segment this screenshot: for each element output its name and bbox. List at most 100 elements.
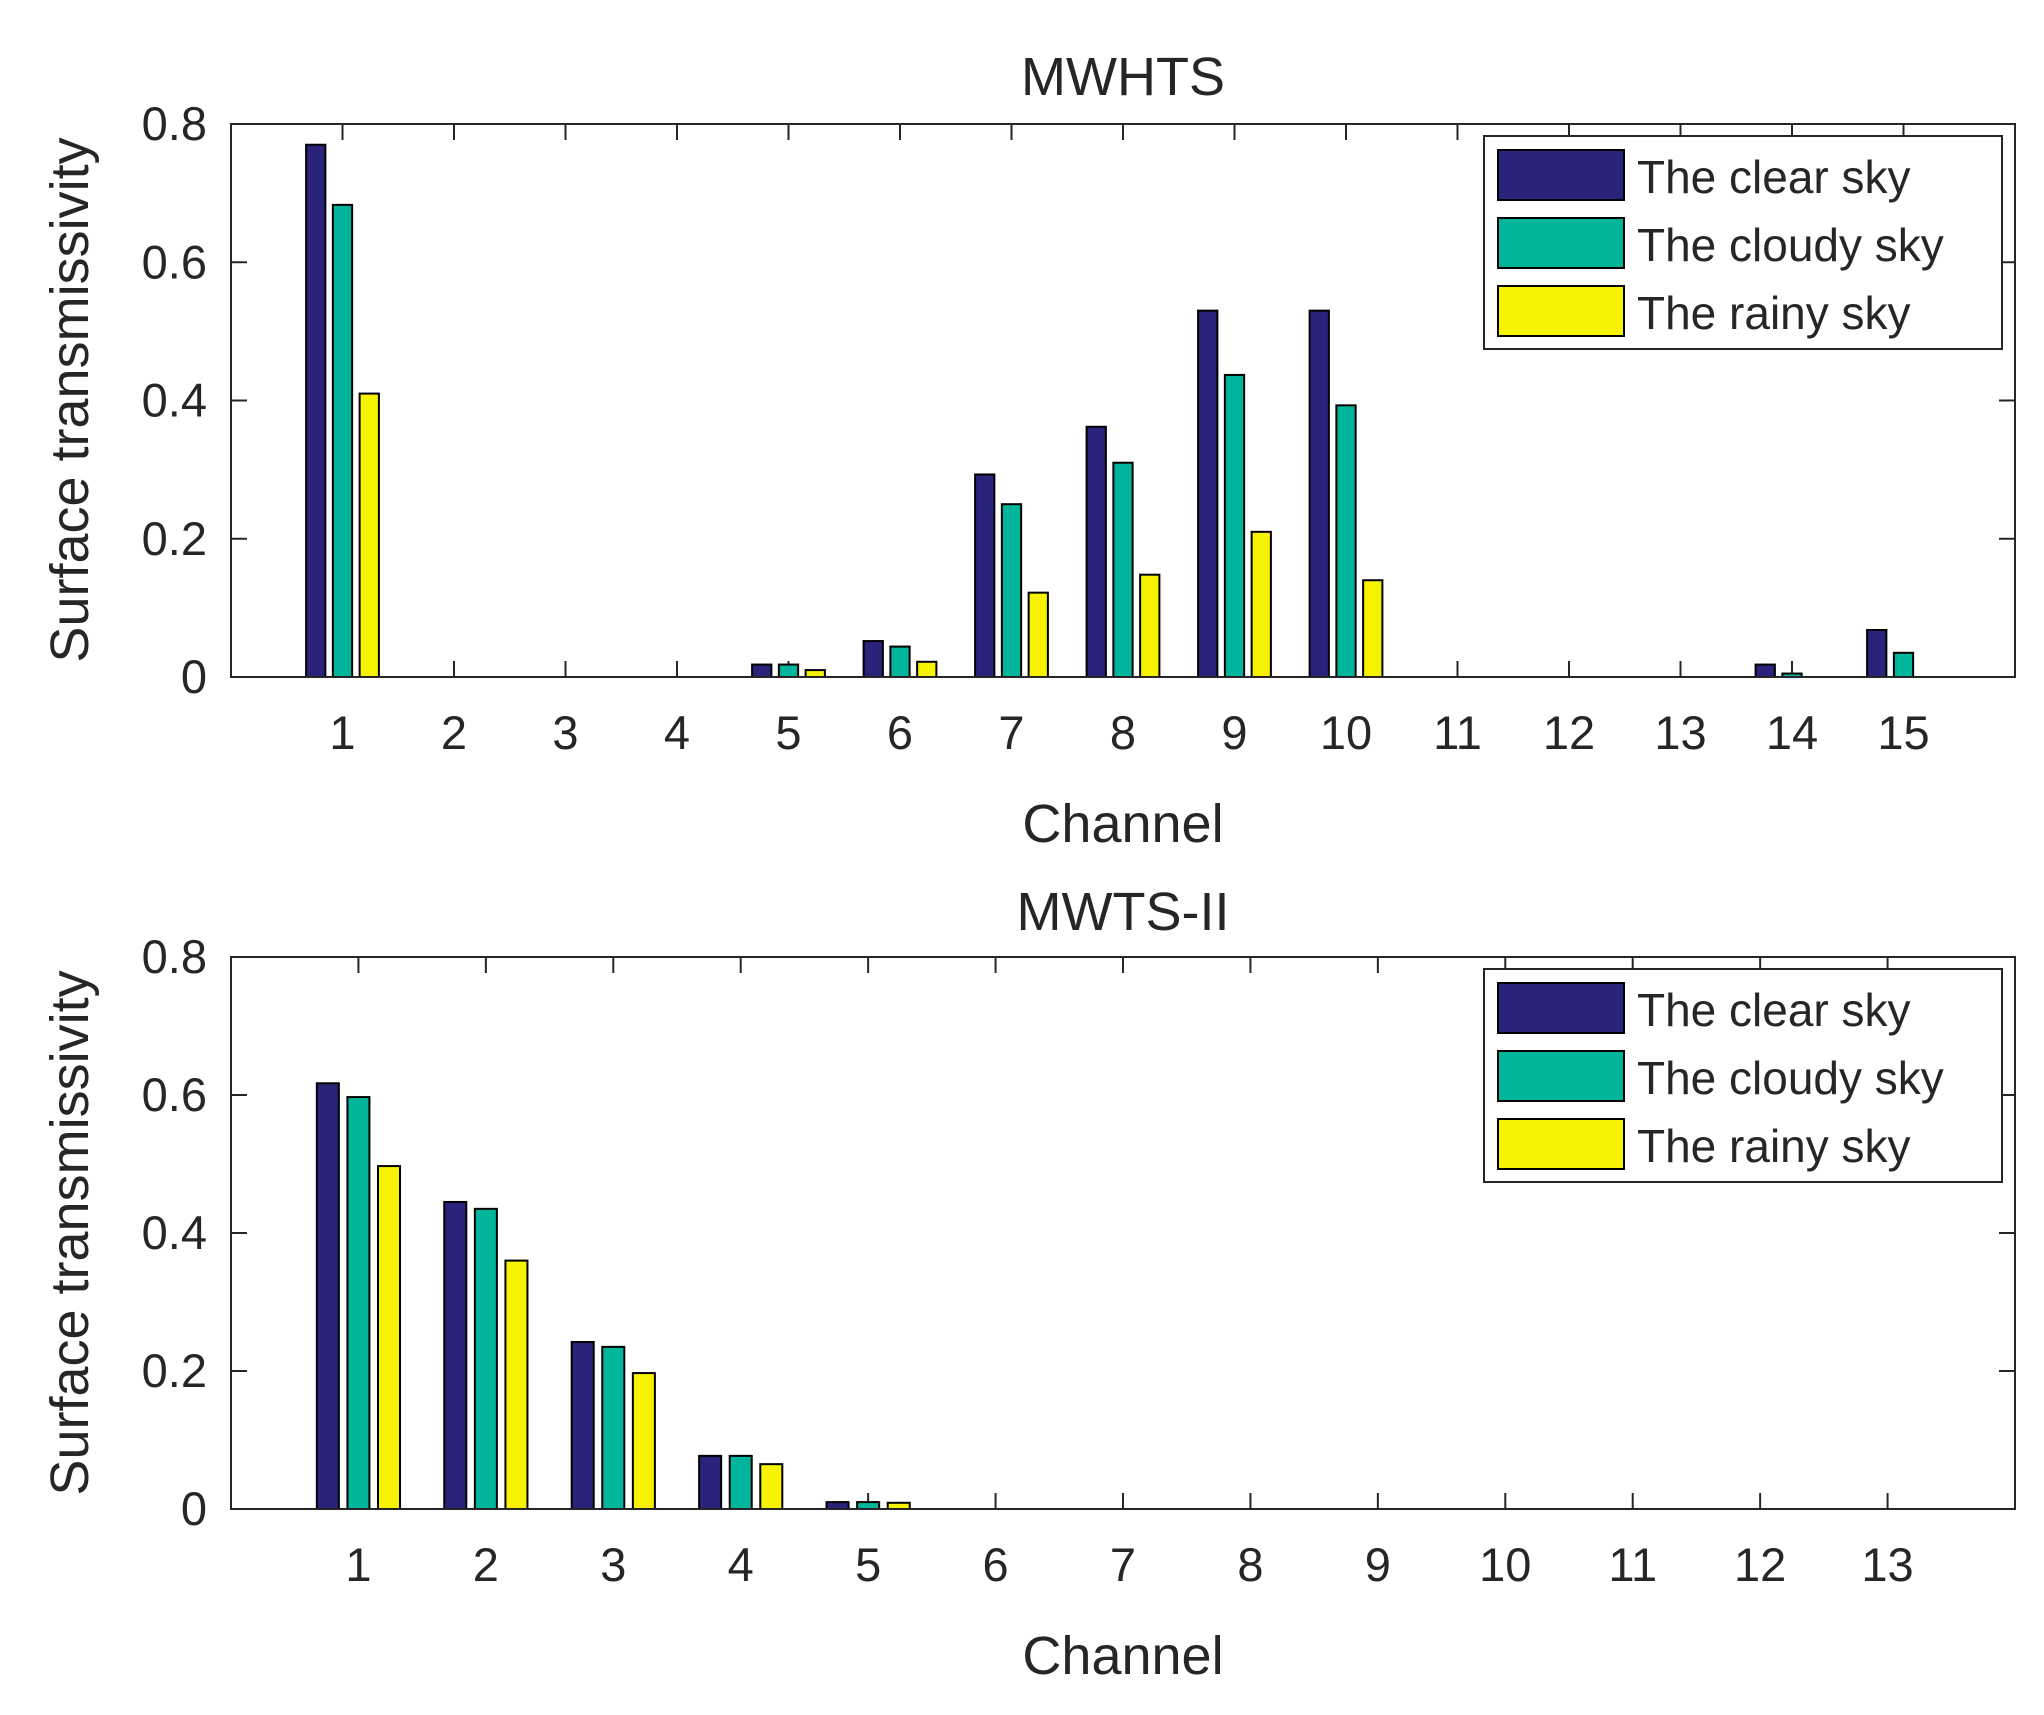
legend-item: The clear sky — [1497, 982, 1911, 1036]
chart-title: MWTS-II — [1017, 882, 1230, 942]
y-tick-label: 0.6 — [142, 1068, 207, 1121]
x-tick-label: 6 — [887, 706, 913, 759]
legend: The clear sky The cloudy sky The rainy s… — [1483, 968, 2003, 1183]
x-tick-label: 10 — [1320, 706, 1372, 759]
bar-ch1-the-cloudy-sky — [346, 1096, 371, 1510]
x-tick-label: 4 — [728, 1538, 754, 1591]
x-tick-label: 5 — [775, 706, 801, 759]
x-axis-ticks: 1 2 3 4 5 6 7 8 9 10 11 12 13 — [345, 957, 1914, 1591]
legend: The clear sky The cloudy sky The rainy s… — [1483, 135, 2003, 350]
bar-ch5-the-clear-sky — [825, 1501, 850, 1510]
y-tick-label: 0.2 — [142, 1344, 207, 1397]
bars — [305, 143, 1915, 679]
bar-ch15-the-clear-sky — [1866, 628, 1888, 678]
x-tick-label: 6 — [983, 1538, 1009, 1591]
x-tick-label: 1 — [329, 706, 355, 759]
x-tick-label: 3 — [552, 706, 578, 759]
plot-frame — [230, 956, 2016, 1510]
bar-ch5-the-cloudy-sky — [856, 1501, 881, 1510]
x-tick-label: 13 — [1861, 1538, 1913, 1591]
legend-label: The rainy sky — [1637, 287, 1911, 339]
bar-ch9-the-rainy-sky — [1250, 530, 1272, 679]
chart-mwts-ii: MWTS-II 00.20.40.60.8 1 2 3 4 5 6 7 8 9 10 11 12 13 … — [40, 882, 2016, 1686]
bar-ch3-the-rainy-sky — [631, 1372, 656, 1510]
x-tick-label: 5 — [855, 1538, 881, 1591]
y-tick-label: 0.8 — [142, 97, 207, 150]
bar-ch2-the-rainy-sky — [504, 1259, 529, 1510]
bar-ch1-the-clear-sky — [305, 143, 327, 679]
y-axis-ticks: 0 0.2 0.4 0.6 0.8 — [142, 930, 2015, 1535]
legend-label: The clear sky — [1637, 151, 1911, 203]
y-tick-label: 0 — [181, 1482, 207, 1535]
y-tick-label: 0.2 — [142, 512, 207, 565]
plot-frame — [230, 123, 2016, 678]
y-tick-label: 0.6 — [142, 235, 207, 288]
bar-ch4-the-cloudy-sky — [728, 1454, 753, 1510]
x-axis-ticks: 1 2 3 4 5 6 7 8 9 10 11 12 13 14 15 — [329, 124, 1930, 759]
bar-ch8-the-cloudy-sky — [1112, 461, 1134, 678]
x-tick-label: 11 — [1608, 1538, 1657, 1591]
x-axis-label: Channel — [1022, 1626, 1223, 1686]
x-tick-label: 4 — [664, 706, 690, 759]
legend-label: The cloudy sky — [1637, 1052, 1944, 1104]
y-axis-label: Surface transmissivity — [40, 137, 100, 662]
bar-ch4-the-clear-sky — [698, 1454, 723, 1510]
x-tick-label: 8 — [1110, 706, 1136, 759]
x-axis-label: Channel — [1022, 794, 1223, 854]
legend-label: The rainy sky — [1637, 1120, 1911, 1172]
bar-ch15-the-cloudy-sky — [1892, 651, 1915, 679]
chart-mwhts: MWHTS 00.20.40.60.8 1 2 3 4 5 6 7 8 9 10 11 12 13 14 1… — [40, 47, 2016, 854]
legend-label: The cloudy sky — [1637, 219, 1944, 271]
legend-swatch — [1497, 1118, 1625, 1170]
bar-ch7-the-cloudy-sky — [1000, 503, 1023, 678]
bar-ch10-the-rainy-sky — [1362, 579, 1384, 678]
legend-item: The rainy sky — [1497, 285, 1911, 339]
legend-label: The clear sky — [1637, 984, 1911, 1036]
bar-ch1-the-rainy-sky — [358, 392, 380, 678]
y-tick-label: 0.4 — [142, 374, 207, 427]
y-axis-label: Surface transmissivity — [40, 970, 100, 1495]
legend-item: The cloudy sky — [1497, 217, 1944, 271]
bar-ch5-the-cloudy-sky — [777, 663, 800, 678]
legend-item: The cloudy sky — [1497, 1050, 1944, 1104]
legend-swatch — [1497, 285, 1625, 337]
legend-swatch — [1497, 149, 1625, 201]
bar-ch7-the-rainy-sky — [1027, 591, 1049, 678]
legend-item: The clear sky — [1497, 149, 1911, 203]
legend-swatch — [1497, 1050, 1625, 1102]
x-tick-label: 15 — [1877, 706, 1929, 759]
bar-ch10-the-cloudy-sky — [1335, 404, 1357, 678]
x-tick-label: 2 — [441, 706, 467, 759]
x-tick-label: 1 — [345, 1538, 371, 1591]
bar-ch4-the-rainy-sky — [759, 1463, 784, 1511]
bar-ch6-the-clear-sky — [862, 640, 884, 678]
bar-ch2-the-cloudy-sky — [473, 1207, 498, 1510]
bar-ch1-the-clear-sky — [315, 1082, 340, 1511]
legend-swatch — [1497, 982, 1625, 1034]
chart-title: MWHTS — [1021, 47, 1225, 107]
bar-ch8-the-clear-sky — [1085, 425, 1107, 678]
x-tick-label: 12 — [1543, 706, 1595, 759]
bar-ch10-the-clear-sky — [1308, 309, 1330, 678]
x-tick-label: 10 — [1479, 1538, 1531, 1591]
y-tick-label: 0 — [181, 650, 207, 703]
bar-ch3-the-clear-sky — [570, 1341, 595, 1511]
x-tick-label: 13 — [1654, 706, 1706, 759]
x-tick-label: 7 — [998, 706, 1024, 759]
legend-swatch — [1497, 217, 1625, 269]
bar-ch9-the-clear-sky — [1197, 309, 1219, 678]
bar-ch3-the-cloudy-sky — [601, 1345, 626, 1510]
legend-item: The rainy sky — [1497, 1118, 1911, 1172]
bar-ch5-the-clear-sky — [751, 663, 773, 678]
y-tick-label: 0.8 — [142, 930, 207, 983]
bar-ch14-the-clear-sky — [1754, 663, 1776, 678]
x-tick-label: 7 — [1110, 1538, 1136, 1591]
bar-ch9-the-cloudy-sky — [1223, 373, 1246, 678]
x-tick-label: 9 — [1221, 706, 1247, 759]
bar-ch7-the-clear-sky — [974, 473, 996, 678]
x-tick-label: 11 — [1433, 706, 1482, 759]
bar-ch6-the-cloudy-sky — [889, 645, 911, 679]
bar-ch8-the-rainy-sky — [1139, 573, 1161, 679]
x-tick-label: 12 — [1734, 1538, 1786, 1591]
